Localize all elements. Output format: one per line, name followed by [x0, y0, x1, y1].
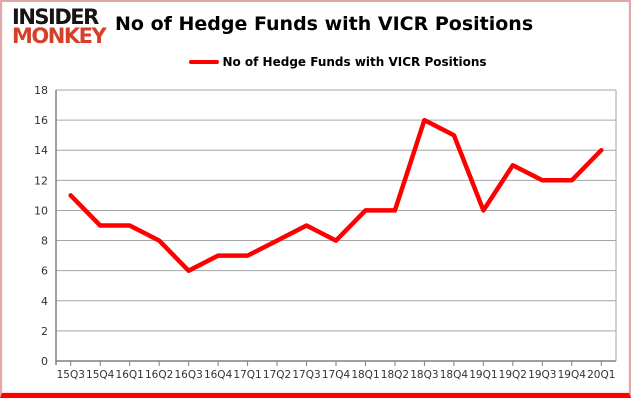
svg-text:6: 6: [41, 265, 48, 278]
axis-lines: [55, 90, 617, 365]
gridlines: [56, 89, 616, 332]
x-axis-labels: 15Q3 15Q4 16Q1 16Q2 16Q3 16Q4 17Q1 17Q2 17Q3 17Q4…: [57, 369, 616, 381]
chart-title: No of Hedge Funds with VICR Positions: [115, 13, 534, 35]
svg-text:0: 0: [41, 355, 48, 368]
svg-text:2: 2: [41, 325, 48, 338]
chart-frame: INSIDER MONKEY No of Hedge Funds with VI…: [0, 0, 631, 398]
svg-text:16Q4: 16Q4: [204, 369, 233, 381]
svg-text:18Q3: 18Q3: [410, 369, 438, 381]
svg-text:18Q1: 18Q1: [351, 369, 379, 381]
svg-text:15Q3: 15Q3: [57, 369, 85, 381]
insider-monkey-logo: INSIDER MONKEY: [12, 5, 107, 48]
svg-text:18: 18: [34, 84, 48, 97]
y-axis-labels: 0 2 4 6 8 10 12 14 16 18: [34, 84, 48, 368]
legend: No of Hedge Funds with VICR Positions: [58, 54, 618, 70]
legend-line-swatch: [189, 60, 220, 64]
svg-text:4: 4: [41, 295, 48, 308]
logo-text-monkey: MONKEY: [12, 24, 107, 48]
logo-text-insider: INSIDER: [12, 5, 99, 29]
legend-label: No of Hedge Funds with VICR Positions: [222, 55, 487, 69]
svg-text:15Q4: 15Q4: [86, 369, 115, 381]
svg-text:16: 16: [34, 114, 48, 127]
svg-text:17Q2: 17Q2: [263, 369, 291, 381]
svg-text:17Q1: 17Q1: [233, 369, 261, 381]
svg-text:18Q4: 18Q4: [440, 369, 469, 381]
svg-text:17Q4: 17Q4: [322, 369, 351, 381]
svg-text:16Q1: 16Q1: [116, 369, 144, 381]
svg-text:19Q1: 19Q1: [469, 369, 497, 381]
svg-text:10: 10: [34, 204, 48, 217]
svg-text:17Q3: 17Q3: [292, 369, 320, 381]
svg-text:18Q2: 18Q2: [381, 369, 409, 381]
chart-plot: 0 2 4 6 8 10 12 14 16 18 15Q3 15Q4 16Q1 16Q2 16Q3 16Q4…: [34, 84, 617, 381]
svg-text:12: 12: [34, 174, 48, 187]
svg-text:20Q1: 20Q1: [587, 369, 615, 381]
series-line: [68, 117, 604, 273]
svg-text:16Q2: 16Q2: [145, 369, 173, 381]
svg-text:8: 8: [41, 235, 48, 248]
svg-text:14: 14: [34, 144, 48, 157]
svg-text:19Q3: 19Q3: [528, 369, 556, 381]
svg-text:16Q3: 16Q3: [174, 369, 202, 381]
x-axis-ticks: [70, 361, 602, 366]
svg-text:19Q2: 19Q2: [499, 369, 527, 381]
svg-text:19Q4: 19Q4: [558, 369, 587, 381]
